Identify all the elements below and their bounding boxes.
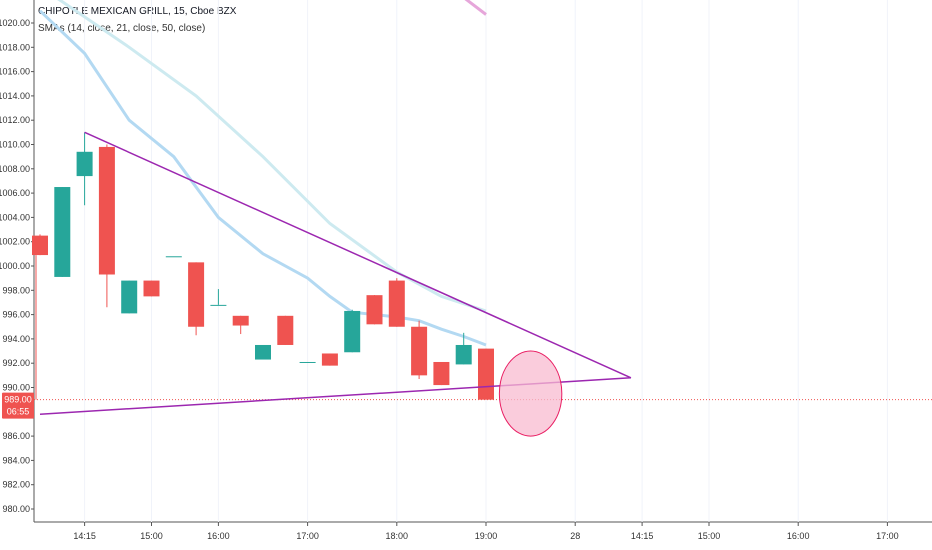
- candlesticks: [32, 132, 494, 400]
- highlight-ellipse: [498, 350, 563, 437]
- price-tick-label: 990.00: [2, 383, 30, 393]
- price-tick-label: 1016.00: [0, 67, 30, 77]
- candle-up: [299, 361, 316, 363]
- time-tick-label: 17:00: [876, 531, 899, 541]
- candle-down: [277, 315, 294, 345]
- price-tags: 989.00 06:55: [2, 392, 34, 419]
- sma21-line: [57, 0, 487, 313]
- price-tick-label: 1018.00: [0, 42, 30, 52]
- price-tick-label: 1020.00: [0, 18, 30, 28]
- price-tick-label: 992.00: [2, 358, 30, 368]
- candle-down: [433, 361, 450, 386]
- countdown-label: 06:55: [7, 407, 30, 417]
- candle-down: [411, 326, 428, 376]
- last-price-label: 989.00: [4, 395, 32, 405]
- candle-up: [121, 280, 138, 314]
- price-tick-label: 1000.00: [0, 261, 30, 271]
- price-tick-label: 996.00: [2, 310, 30, 320]
- candle-up: [54, 187, 71, 277]
- time-tick-label: 15:00: [698, 531, 721, 541]
- price-tick-label: 994.00: [2, 334, 30, 344]
- candle-up: [455, 344, 472, 365]
- sma50-line: [464, 0, 487, 16]
- candle-up: [210, 304, 227, 306]
- candle-up: [76, 151, 93, 177]
- candle-down: [366, 295, 383, 325]
- moving-averages: [38, 0, 487, 347]
- price-tick-label: 1006.00: [0, 188, 30, 198]
- time-tick-label: 17:00: [296, 531, 319, 541]
- candle-down: [232, 315, 249, 326]
- candle-up: [255, 344, 271, 360]
- indicator-legend: SMAs (14, close, 21, close, 50, close): [38, 23, 206, 34]
- time-tick-label: 15:00: [140, 531, 163, 541]
- time-tick-label: 14:15: [73, 531, 96, 541]
- price-tick-label: 984.00: [2, 455, 30, 465]
- price-tick-label: 1012.00: [0, 115, 30, 125]
- time-axis: 14:15 15:00 16:00 17:00 18:00 19:00 28 14:15 15:…: [34, 521, 932, 541]
- time-tick-label: 18:00: [386, 531, 409, 541]
- price-tick-label: 982.00: [2, 480, 30, 490]
- chart-title: CHIPOTLE MEXICAN GRILL, 15, Cboe BZX: [38, 6, 237, 17]
- candle-down: [32, 235, 48, 256]
- time-tick-label: 19:00: [475, 531, 498, 541]
- last-price-tag: [2, 392, 34, 419]
- candle-up: [165, 256, 182, 258]
- price-tick-label: 1008.00: [0, 164, 30, 174]
- time-tick-label: 16:00: [787, 531, 810, 541]
- price-tick-label: 1004.00: [0, 212, 30, 222]
- candle-down: [98, 146, 115, 275]
- candle-up: [344, 310, 361, 353]
- price-axis: 980.00982.00984.00986.00988.00990.00992.…: [0, 0, 35, 522]
- candle-down: [478, 348, 494, 400]
- sma14-line: [38, 9, 487, 347]
- time-tick-label: 28: [570, 531, 580, 541]
- price-tick-label: 1002.00: [0, 237, 30, 247]
- price-tick-label: 986.00: [2, 431, 30, 441]
- candle-down: [388, 280, 405, 327]
- candle-down: [321, 353, 338, 366]
- trend-line: [84, 131, 632, 379]
- time-tick-label: 16:00: [207, 531, 230, 541]
- price-tick-label: 998.00: [2, 285, 30, 295]
- trend-drawings[interactable]: [34, 131, 932, 437]
- candle-down: [143, 280, 160, 297]
- price-tick-label: 1014.00: [0, 91, 30, 101]
- price-tick-label: 980.00: [2, 504, 30, 514]
- grid-lines: [84, 0, 888, 522]
- time-tick-label: 14:15: [631, 531, 654, 541]
- candle-down: [188, 262, 205, 327]
- price-tick-label: 1010.00: [0, 140, 30, 150]
